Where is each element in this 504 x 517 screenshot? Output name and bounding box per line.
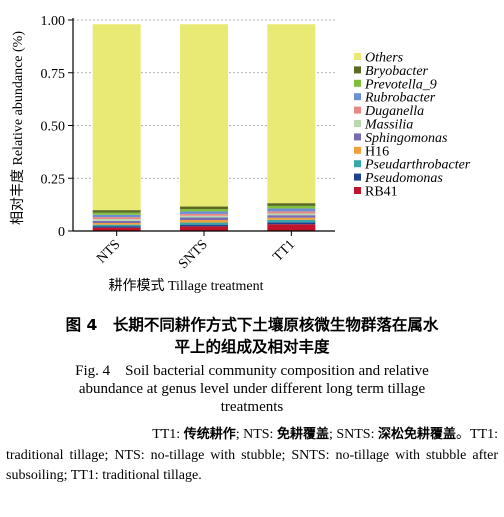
bar-segment-rb41-nts: [92, 227, 141, 231]
y-tick-label: 0.25: [41, 172, 66, 187]
bar-segment-h16-nts: [92, 222, 141, 225]
bar-segment-h16-snts: [180, 220, 228, 223]
legend-label: Others: [365, 51, 404, 66]
bars: [92, 24, 316, 231]
legend-swatch: [354, 173, 361, 181]
bar-segment-pseudomonas-nts: [92, 226, 141, 228]
bar-segment-pseudarthrobacter-nts: [92, 224, 141, 227]
bar-segment-rb41-snts: [180, 226, 228, 231]
bar-segment-pseudarthrobacter-tt1: [267, 219, 316, 223]
legend-label: Pseudarthrobacter: [364, 158, 471, 173]
bar-segment-pseudarthrobacter-snts: [180, 222, 228, 225]
bar-segment-duganella-snts: [180, 213, 228, 216]
x-tick-label: SNTS: [176, 237, 211, 272]
legend-swatch: [354, 120, 361, 127]
legend: OthersBryobacterPrevotella_9RubrobacterD…: [354, 51, 471, 200]
bar-segment-pseudomonas-tt1: [267, 222, 316, 225]
bar-segment-rubrobacter-snts: [180, 211, 228, 214]
bar-segment-others-nts: [92, 24, 141, 211]
y-tick-label: 0.75: [41, 67, 66, 82]
bar-segment-h16-tt1: [267, 217, 316, 220]
legend-label: Duganella: [364, 104, 424, 119]
bar-segment-bryobacter-tt1: [267, 203, 316, 206]
y-tick-label: 0.50: [41, 120, 66, 135]
bar-segment-massilia-tt1: [267, 213, 316, 216]
bar-segment-massilia-nts: [92, 219, 141, 221]
bar-segment-sphingomonas-nts: [92, 220, 141, 223]
legend-label: H16: [365, 144, 389, 159]
legend-swatch: [354, 106, 361, 114]
caption-zh-line2: 平上的组成及相对丰度: [174, 338, 330, 356]
bar-segment-bryobacter-nts: [92, 210, 141, 213]
note-en-start: 。TT1:: [456, 427, 498, 442]
bar-segment-rubrobacter-nts: [92, 214, 141, 218]
x-tick-labels: NTS SNTS TT1: [94, 237, 298, 272]
bar-segment-pseudomonas-snts: [180, 224, 228, 227]
axes: [68, 18, 335, 236]
legend-swatch: [354, 66, 361, 74]
bar-segment-duganella-tt1: [267, 211, 316, 214]
legend-label: Prevotella_9: [364, 77, 437, 92]
bar-segment-sphingomonas-snts: [180, 217, 228, 221]
legend-swatch: [354, 146, 361, 154]
legend-label: Bryobacter: [365, 64, 429, 79]
notes-body: traditional tillage; NTS: no-tillage wit…: [6, 448, 498, 483]
bar-segment-prevotella-9-snts: [180, 209, 228, 212]
legend-swatch: [354, 160, 361, 168]
y-tick-label: 0: [58, 225, 65, 240]
note-snts-zh: 深松免耕覆盖: [377, 427, 456, 442]
legend-swatch: [354, 79, 361, 87]
note-tt1-zh: 传统耕作: [183, 427, 236, 442]
note-nts-label: ; NTS:: [235, 427, 277, 442]
y-axis-label: 相对丰度 Relative abundance (%): [10, 31, 26, 225]
legend-label: Pseudomonas: [364, 171, 443, 186]
bar-segment-duganella-nts: [92, 217, 141, 220]
bar-segment-others-tt1: [267, 24, 316, 204]
caption-en-line3: treatments: [220, 399, 284, 415]
note-tt1-label: TT1:: [152, 427, 184, 442]
x-tick-label: NTS: [94, 237, 123, 266]
bar-segment-prevotella-9-nts: [92, 212, 141, 215]
y-tick-labels: 0 0.25 0.50 0.75 1.00: [41, 14, 66, 240]
bar-segment-rb41-tt1: [267, 224, 316, 231]
legend-label: Sphingomonas: [365, 131, 448, 146]
legend-swatch: [354, 133, 361, 141]
stacked-bar-chart: 0 0.25 0.50 0.75 1.00 NTS SNTS TT1 相对丰度 Relati…: [10, 14, 471, 294]
bar-segment-rubrobacter-tt1: [267, 208, 316, 212]
caption-zh-line1: 图 4 长期不同耕作方式下土壤原核微生物群落在属水: [65, 316, 439, 334]
legend-swatch: [354, 53, 361, 60]
bar-segment-others-snts: [180, 24, 228, 207]
legend-label: RB41: [365, 185, 398, 200]
bar-segment-massilia-snts: [180, 215, 228, 218]
bar-segment-sphingomonas-tt1: [267, 215, 316, 218]
legend-label: Rubrobacter: [364, 91, 436, 106]
caption-en-line2: abundance at genus level under different…: [78, 381, 426, 397]
caption-en-line1: Fig. 4 Soil bacterial community composit…: [75, 363, 429, 379]
bar-segment-prevotella-9-tt1: [267, 205, 316, 209]
x-axis-label: 耕作模式 Tillage treatment: [108, 277, 263, 294]
x-tick-label: TT1: [271, 237, 299, 265]
notes-line1: TT1: 传统耕作; NTS: 免耕覆盖; SNTS: 深松免耕覆盖。TT1:: [6, 425, 498, 445]
legend-label: Massilia: [364, 118, 413, 133]
y-tick-label: 1.00: [41, 14, 66, 29]
legend-swatch: [354, 93, 361, 101]
legend-swatch: [354, 187, 361, 194]
note-nts-zh: 免耕覆盖: [276, 427, 329, 442]
bar-segment-bryobacter-snts: [180, 206, 228, 210]
note-snts-label: ; SNTS:: [328, 427, 378, 442]
